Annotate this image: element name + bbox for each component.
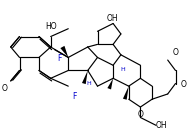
Text: O: O xyxy=(173,48,178,57)
Text: HO: HO xyxy=(45,22,57,31)
Text: H: H xyxy=(86,81,91,86)
Text: OH: OH xyxy=(156,121,168,130)
Text: O: O xyxy=(180,80,186,89)
Text: F: F xyxy=(57,54,62,63)
Text: O: O xyxy=(137,110,143,119)
Text: O: O xyxy=(2,84,8,93)
Polygon shape xyxy=(123,86,129,100)
Polygon shape xyxy=(60,46,68,57)
Text: OH: OH xyxy=(106,14,118,23)
Polygon shape xyxy=(107,78,113,89)
Text: F: F xyxy=(72,92,76,101)
Text: H: H xyxy=(121,67,125,72)
Polygon shape xyxy=(82,70,88,84)
